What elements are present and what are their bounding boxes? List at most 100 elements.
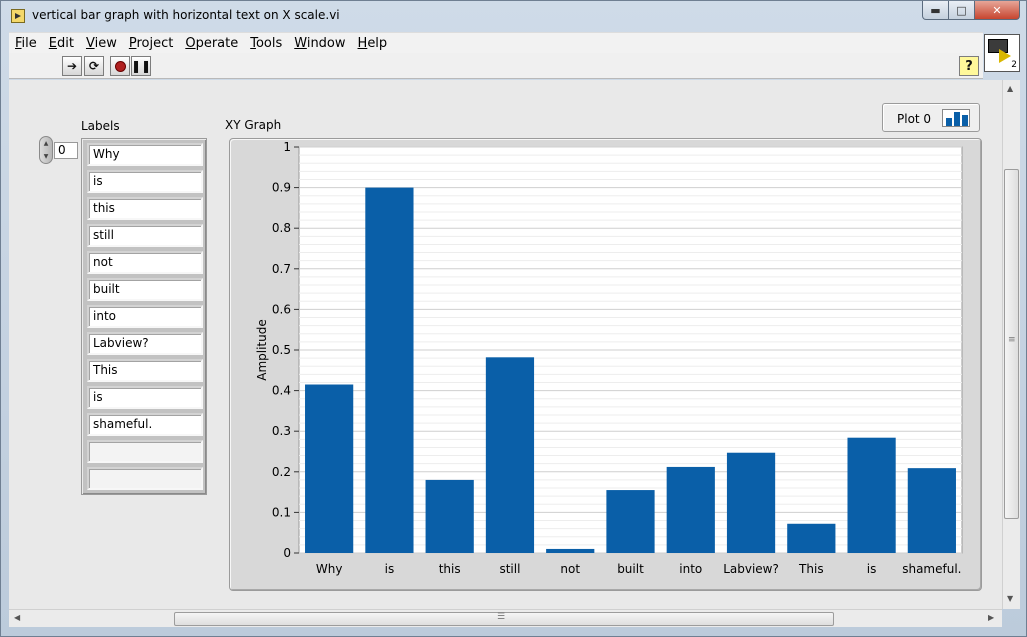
labview-vi-icon[interactable]	[11, 9, 25, 23]
graph-plot-svg: 0 0.1 0.2 0.3 0.4 0.5 0.6 0.7 0.8 0.9 1 Why is this st…	[255, 140, 963, 576]
horizontal-grip-icon: ☰	[497, 612, 506, 622]
vi-icon-number: 2	[1011, 60, 1017, 70]
bar	[546, 548, 595, 553]
x-tick-label: This	[798, 562, 824, 576]
maximize-button[interactable]: □	[949, 1, 975, 20]
minimize-button[interactable]: ▬	[922, 1, 949, 20]
pause-button[interactable]: ❚❚	[131, 56, 151, 76]
menu-item-project[interactable]: Project	[128, 35, 174, 51]
label-element[interactable]	[87, 440, 203, 463]
bar	[425, 479, 474, 553]
menu-item-tools[interactable]: Tools	[250, 35, 283, 51]
x-tick-label: this	[439, 562, 461, 576]
array-index-control[interactable]: ▲ ▼ 0	[39, 136, 81, 164]
bar-plot-swatch-icon[interactable]	[942, 109, 970, 127]
y-tick-label: 0.8	[272, 221, 291, 235]
menu-item-edit[interactable]: Edit	[48, 35, 74, 51]
label-element[interactable]: built	[87, 278, 203, 301]
increment-arrow-icon[interactable]: ▲	[43, 140, 49, 147]
y-tick-label: 0.4	[272, 384, 291, 398]
y-tick-label: 0.9	[272, 181, 291, 195]
x-tick-label: Why	[316, 562, 343, 576]
y-tick-label: 1	[283, 140, 291, 154]
menu-bar: File Edit View Project Operate Tools Window Hel…	[9, 32, 983, 53]
horizontal-scrollbar[interactable]: ◀ ☰ ▶	[9, 609, 1002, 627]
close-button[interactable]: ✕	[975, 1, 1020, 20]
scroll-up-icon[interactable]: ▲	[1007, 84, 1014, 93]
scroll-down-icon[interactable]: ▼	[1007, 594, 1014, 603]
graph-caption: XY Graph	[225, 118, 282, 132]
y-tick-label: 0.3	[272, 424, 291, 438]
bar	[666, 466, 715, 553]
y-tick-label: 0.1	[272, 505, 291, 519]
x-tick-label: still	[499, 562, 520, 576]
bar	[365, 187, 414, 553]
labels-array: Why is this still not built into Labview? This is…	[81, 138, 207, 495]
window-controls: ▬ □ ✕	[922, 1, 1020, 21]
stop-icon	[114, 60, 126, 72]
scroll-right-icon[interactable]: ▶	[988, 613, 995, 622]
y-tick-label: 0.7	[272, 262, 291, 276]
decrement-arrow-icon[interactable]: ▼	[43, 153, 49, 160]
bar	[305, 384, 354, 553]
bar	[787, 523, 836, 553]
minimize-icon: ▬	[930, 3, 941, 17]
label-element[interactable]	[87, 467, 203, 490]
x-tick-label: Labview?	[723, 562, 779, 576]
index-value[interactable]: 0	[54, 142, 78, 159]
menu-item-window[interactable]: Window	[294, 35, 346, 51]
pause-icon: ❚❚	[130, 59, 152, 73]
menu-item-help[interactable]: Help	[357, 35, 388, 51]
y-axis-label: Amplitude	[255, 319, 269, 381]
bar	[726, 452, 776, 553]
legend-plot-name: Plot 0	[897, 112, 932, 126]
y-tick-label: 0.2	[272, 465, 291, 479]
menu-item-file[interactable]: File	[15, 35, 37, 51]
label-element[interactable]: shameful.	[87, 413, 203, 436]
bar	[606, 490, 655, 553]
x-tick-label: is	[867, 562, 877, 576]
run-arrow-icon: ➔	[66, 59, 78, 73]
x-tick-label: into	[679, 562, 702, 576]
label-element[interactable]: still	[87, 224, 203, 247]
label-element[interactable]: This	[87, 359, 203, 382]
menu-item-operate[interactable]: Operate	[185, 35, 239, 51]
bar	[485, 357, 535, 553]
label-element[interactable]: Why	[87, 143, 203, 166]
window-title: vertical bar graph with horizontal text …	[32, 8, 340, 22]
abort-execution-button[interactable]	[110, 56, 130, 76]
bar	[907, 468, 956, 553]
label-element[interactable]: this	[87, 197, 203, 220]
menu-item-view[interactable]: View	[85, 35, 117, 51]
label-element[interactable]: into	[87, 305, 203, 328]
horizontal-scroll-thumb[interactable]	[174, 612, 834, 626]
label-element[interactable]: is	[87, 386, 203, 409]
vertical-scroll-thumb[interactable]	[1004, 169, 1019, 519]
y-tick-label: 0.5	[272, 343, 291, 357]
run-button[interactable]: ➔	[62, 56, 82, 76]
y-tick-label: 0	[283, 546, 291, 560]
x-tick-label: shameful.	[902, 562, 961, 576]
label-element[interactable]: is	[87, 170, 203, 193]
label-element[interactable]: Labview?	[87, 332, 203, 355]
title-bar[interactable]: vertical bar graph with horizontal text …	[1, 1, 1026, 31]
close-icon: ✕	[992, 3, 1002, 17]
vertical-grip-icon: ≡	[1008, 335, 1016, 345]
index-spinner[interactable]: ▲ ▼	[39, 136, 53, 164]
x-tick-label: is	[385, 562, 395, 576]
vertical-scrollbar[interactable]: ▲ ≡ ▼	[1002, 80, 1020, 609]
bar	[847, 437, 896, 553]
toolbar: ➔ ⟳ ❚❚ ?	[9, 53, 983, 79]
run-continuously-button[interactable]: ⟳	[84, 56, 104, 76]
xy-graph[interactable]: 0 0.1 0.2 0.3 0.4 0.5 0.6 0.7 0.8 0.9 1 Why is this st…	[229, 138, 982, 591]
plot-legend[interactable]: Plot 0	[882, 103, 980, 132]
vi-connector-icon[interactable]: 2	[984, 34, 1020, 72]
label-element[interactable]: not	[87, 251, 203, 274]
scroll-left-icon[interactable]: ◀	[14, 613, 21, 622]
run-continuously-icon: ⟳	[88, 59, 100, 73]
x-tick-label: built	[617, 562, 644, 576]
maximize-icon: □	[956, 3, 967, 17]
context-help-button[interactable]: ?	[959, 56, 979, 76]
help-icon: ?	[965, 58, 973, 74]
